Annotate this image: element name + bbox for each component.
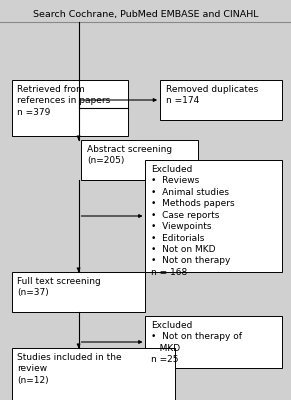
Bar [146, 160, 282, 272]
Text: Studies included in the
review
(n=12): Studies included in the review (n=12) [17, 353, 122, 385]
Bar [12, 348, 175, 400]
Bar [12, 80, 128, 136]
Text: Removed duplicates
n =174: Removed duplicates n =174 [166, 85, 258, 105]
Text: Excluded
•  Not on therapy of
   MKD
n =25: Excluded • Not on therapy of MKD n =25 [151, 321, 242, 364]
Bar [12, 272, 146, 312]
Text: Search Cochrane, PubMed EMBASE and CINAHL: Search Cochrane, PubMed EMBASE and CINAH… [33, 10, 258, 19]
Text: Retrieved from
references in papers
n =379: Retrieved from references in papers n =3… [17, 85, 111, 117]
Text: Excluded
•  Reviews
•  Animal studies
•  Methods papers
•  Case reports
•  Viewp: Excluded • Reviews • Animal studies • Me… [151, 165, 235, 277]
Bar [81, 140, 198, 180]
Text: Full text screening
(n=37): Full text screening (n=37) [17, 277, 101, 297]
Text: Abstract screening
(n=205): Abstract screening (n=205) [87, 145, 173, 165]
Bar [146, 316, 282, 368]
Bar [160, 80, 282, 120]
